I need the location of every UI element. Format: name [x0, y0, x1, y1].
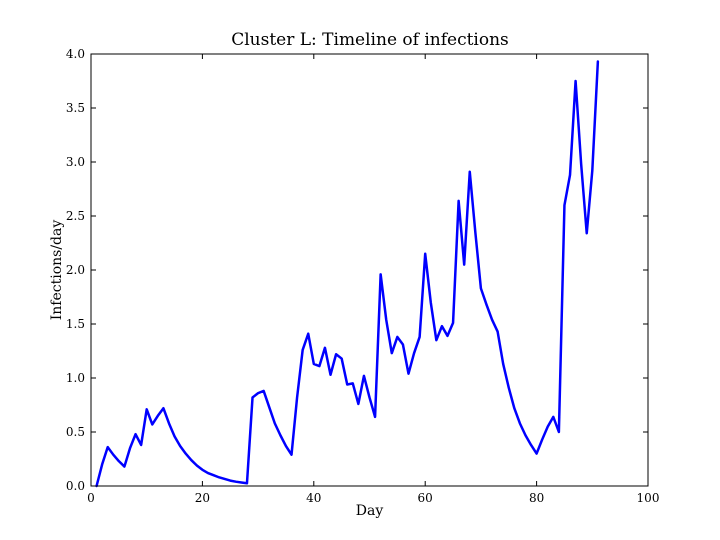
x-tick-label: 40 [306, 491, 321, 505]
chart-title: Cluster L: Timeline of infections [231, 30, 509, 50]
y-tick-label: 0.5 [66, 425, 85, 439]
y-tick-label: 2.0 [66, 263, 85, 277]
x-tick-label: 0 [87, 491, 95, 505]
y-tick-label: 2.5 [66, 209, 85, 223]
series-layer [95, 60, 600, 488]
x-tick-label: 60 [418, 491, 433, 505]
ticks-layer: 0 20 40 60 80 100 0.0 0.5 1.0 1.5 2.0 2.5 3.0 3.5 4.0 [66, 47, 660, 505]
x-tick-label: 20 [195, 491, 210, 505]
y-tick-label: 1.0 [66, 371, 85, 385]
y-tick-label: 4.0 [66, 47, 85, 61]
y-axis-label: Infections/day [49, 220, 65, 321]
x-axis-label: Day [356, 503, 384, 519]
x-tick-label: 100 [637, 491, 660, 505]
y-tick-label: 1.5 [66, 317, 85, 331]
y-tick-label: 3.0 [66, 155, 85, 169]
plot-area: 0 20 40 60 80 100 0.0 0.5 1.0 1.5 2.0 2.5 3.0 3.5 4.0 [66, 47, 660, 505]
series-line [95, 60, 600, 488]
y-tick-label: 0.0 [66, 479, 85, 493]
x-tick-label: 80 [529, 491, 544, 505]
y-tick-label: 3.5 [66, 101, 85, 115]
